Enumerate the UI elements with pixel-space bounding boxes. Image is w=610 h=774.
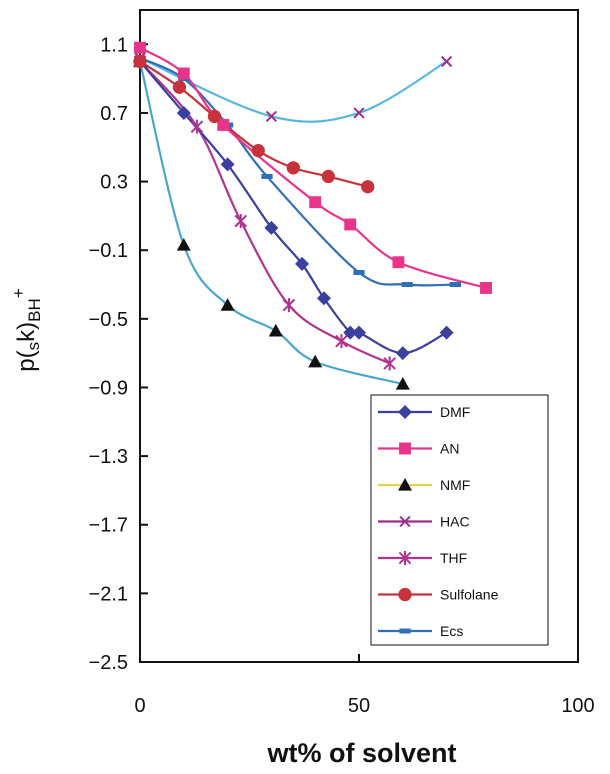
data-point-hac [440, 55, 453, 68]
data-point-an [344, 218, 357, 231]
legend: DMF AN NMF HAC THF Sulfolane Ecs [370, 394, 549, 646]
data-point-an [309, 196, 322, 209]
legend-label-sulfolane: Sulfolane [440, 587, 499, 603]
data-point-sulfolane [251, 144, 265, 158]
data-point-nmf [176, 238, 191, 251]
legend-marker-ecs [399, 628, 411, 634]
y-tick-label: −0.5 [89, 309, 128, 331]
y-axis-title-mid: k) [13, 322, 40, 342]
data-point-thf [383, 356, 396, 371]
data-point-an [392, 256, 405, 269]
data-point-thf [282, 298, 296, 313]
data-point-nmf [308, 354, 323, 368]
legend-label-thf: THF [440, 550, 467, 566]
data-point-dmf [316, 291, 331, 306]
y-tick-label: 0.3 [100, 172, 128, 194]
y-tick-label: −2.5 [89, 652, 128, 674]
legend-marker-hac [399, 515, 411, 528]
data-point-sulfolane [133, 54, 147, 69]
data-point-sulfolane [321, 169, 335, 184]
data-point-ecs [261, 173, 273, 179]
axis-ticks: 1.1 0.7 0.3 −0.1 −0.5 −0.9 −1.3 −1.7 −2.1 −2.5 0 50… [89, 34, 595, 717]
y-axis-title-sub1: s [24, 342, 43, 351]
data-point-ecs [401, 282, 413, 288]
y-tick-label: 1.1 [100, 34, 128, 56]
data-point-hac [265, 110, 278, 122]
x-axis-title: wt% of solvent [266, 738, 456, 768]
data-point-an [177, 67, 190, 80]
data-point-thf [335, 334, 348, 349]
data-point-thf [190, 119, 204, 134]
data-point-sulfolane [361, 180, 375, 194]
y-axis-title-main: p( [13, 350, 40, 371]
data-point-dmf [220, 157, 235, 172]
data-point-nmf [395, 377, 410, 390]
data-point-an [480, 282, 492, 294]
data-point-dmf [343, 325, 358, 340]
legend-label-hac: HAC [440, 514, 470, 530]
legend-marker-nmf [398, 478, 412, 491]
x-tick-label: 100 [561, 695, 594, 717]
legend-marker-an [399, 442, 411, 455]
y-axis-title-sub2: BH [25, 298, 44, 322]
legend-marker-sulfolane [398, 587, 412, 602]
data-point-dmf [352, 325, 366, 340]
legend-label-nmf: NMF [440, 477, 470, 493]
data-point-hac [353, 107, 365, 119]
x-tick-label: 0 [134, 695, 145, 717]
x-tick-label: 50 [348, 695, 370, 717]
data-point-dmf [395, 346, 410, 361]
series-markers [133, 41, 492, 390]
data-point-sulfolane [207, 109, 222, 124]
data-point-an [217, 119, 230, 131]
y-tick-label: −2.1 [89, 583, 128, 605]
data-point-nmf [268, 323, 283, 337]
y-axis-title-sup: + [9, 288, 28, 298]
legend-label-ecs: Ecs [440, 623, 463, 639]
series-line-dmf [139, 60, 448, 355]
legend-label-an: AN [440, 441, 459, 457]
y-axis-title: p(sk)BH+ [9, 288, 44, 371]
legend-label-dmf: DMF [440, 404, 470, 420]
legend-box [370, 394, 549, 646]
data-point-an [134, 41, 146, 54]
legend-marker-dmf [398, 405, 412, 419]
y-tick-label: 0.7 [100, 103, 128, 125]
y-tick-label: −0.9 [89, 377, 128, 399]
data-point-ecs [353, 270, 365, 276]
data-point-nmf [220, 298, 235, 311]
data-point-ecs [449, 282, 461, 288]
y-tick-label: −0.1 [89, 240, 128, 262]
data-point-thf [234, 214, 248, 229]
legend-marker-thf [398, 551, 412, 565]
data-point-sulfolane [172, 80, 187, 94]
data-point-dmf [439, 325, 454, 340]
y-tick-label: −1.3 [89, 446, 128, 468]
data-point-dmf [295, 256, 310, 271]
data-point-sulfolane [286, 161, 300, 175]
series-line-nmf [138, 61, 404, 386]
data-point-dmf [176, 105, 191, 120]
y-tick-label: −1.7 [89, 515, 128, 537]
legend-items: DMF AN NMF HAC THF Sulfolane Ecs [378, 404, 499, 639]
data-point-dmf [264, 220, 279, 235]
